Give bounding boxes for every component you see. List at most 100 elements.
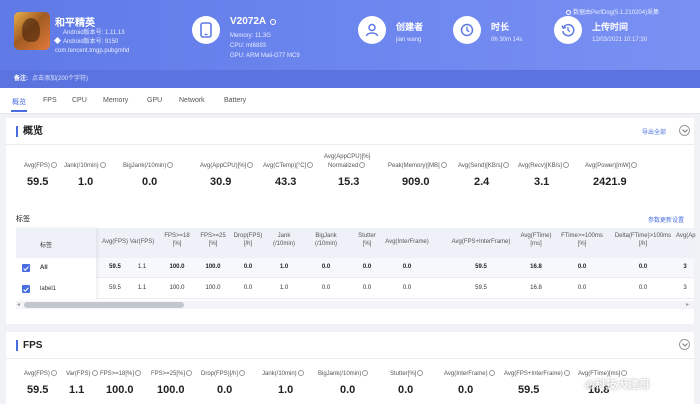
app-icon [14, 12, 50, 50]
table-row[interactable]: 59.5 1.1 100.0 100.0 0.0 1.0 0.0 0.0 0.0… [16, 279, 694, 299]
labels-settings-link[interactable]: 参数更新设置 [648, 218, 685, 224]
labels-title: 标签 [16, 216, 30, 223]
creator-value: jian wang [396, 37, 422, 43]
collapse-icon[interactable] [679, 125, 690, 136]
help-icon[interactable] [186, 370, 193, 376]
table-row[interactable]: 59.5 1.1 100.0 100.0 0.0 1.0 0.0 0.0 0.0… [16, 258, 694, 278]
column-header[interactable]: Var(FPS) [129, 239, 155, 245]
help-icon[interactable] [631, 162, 638, 168]
help-icon[interactable] [239, 370, 246, 376]
help-icon[interactable] [307, 162, 314, 168]
fps-metric-label: FPS>=18[%] [100, 370, 142, 377]
column-header[interactable]: FPS>=25 [%] [200, 233, 226, 247]
note-placeholder[interactable]: 点击添加(200个字符) [32, 76, 89, 82]
help-icon[interactable] [135, 370, 142, 376]
help-icon[interactable] [99, 162, 106, 168]
help-icon[interactable] [621, 370, 628, 376]
duration-title: 时长 [491, 22, 510, 32]
metric-value: 0.0 [142, 176, 158, 188]
column-header[interactable]: FTime>=100ms [%] [561, 233, 603, 247]
metric-value: 1.0 [78, 176, 94, 188]
help-icon[interactable] [50, 370, 57, 376]
column-header[interactable]: Avg(FPS+InterFrame) [451, 239, 511, 245]
metric-label: Avg(Power)[mW] [585, 162, 638, 169]
metric-label: Jank(/10min) [64, 162, 106, 169]
phone-icon [192, 16, 220, 44]
tab-battery[interactable]: Battery [224, 97, 247, 104]
tab-cpu[interactable]: CPU [72, 97, 87, 104]
metric-label: Peak(Memory)[MB] [388, 162, 447, 169]
weibo-icon [572, 379, 582, 389]
metric-value: 3.1 [534, 176, 550, 188]
metric-label: Avg(CTemp)[°C] [263, 162, 314, 169]
upload-title: 上传时间 [592, 22, 629, 32]
column-header[interactable]: Stutter [%] [358, 233, 376, 247]
help-icon[interactable] [359, 162, 366, 168]
creator-title: 创建者 [396, 22, 424, 32]
help-icon[interactable] [563, 370, 570, 376]
help-icon[interactable] [503, 162, 510, 168]
app-name: 和平精英 [55, 18, 95, 29]
checkbox-all[interactable] [22, 264, 30, 272]
column-header[interactable]: Jank (/10min) [272, 233, 295, 247]
export-all-link[interactable]: 导出全部 [642, 130, 667, 136]
tab-gpu[interactable]: GPU [147, 97, 163, 104]
fps-metric-value: 0.0 [217, 384, 233, 396]
checkbox-label1[interactable] [22, 285, 30, 293]
tab-network[interactable]: Network [179, 97, 205, 104]
row-label-all: All [40, 265, 48, 271]
column-header[interactable]: Avg(FTime) [ms] [520, 233, 552, 247]
column-header[interactable]: Avg(InterFrame) [385, 239, 429, 245]
help-icon[interactable] [91, 370, 98, 376]
help-icon[interactable] [440, 162, 447, 168]
note-bar[interactable]: 备注: 点击添加(200个字符) [0, 70, 700, 88]
metric-value: 43.3 [275, 176, 297, 188]
help-icon[interactable] [297, 370, 304, 376]
scroll-right-icon[interactable]: ▸ [686, 302, 690, 308]
table-scrollbar[interactable]: ◂ ▸ [16, 301, 694, 309]
watermark: @科技犬建哥 [572, 376, 650, 392]
metric-value: 909.0 [402, 176, 430, 188]
column-header[interactable]: Avg(FPS) [102, 239, 128, 245]
scroll-left-icon[interactable]: ◂ [17, 302, 21, 308]
help-icon[interactable] [167, 162, 174, 168]
collapse-icon[interactable] [679, 339, 690, 350]
divider [6, 144, 694, 145]
label-column: 标签 All label1 [16, 228, 96, 299]
tab-overview[interactable]: 概览 [11, 99, 27, 112]
help-icon[interactable] [417, 370, 424, 376]
tab-bar: 概览 FPS CPU Memory GPU Network Battery [0, 88, 700, 114]
scroll-thumb[interactable] [24, 302, 184, 308]
help-icon[interactable] [488, 370, 495, 376]
fps-metric-label: Drop(FPS)[/h] [201, 370, 246, 377]
metric-label: Avg(Recv)[KB/s] [518, 162, 569, 169]
device-meta: Memory: 11.3G CPU: mt6893 GPU: ARM Mali-… [230, 33, 300, 59]
column-header[interactable]: Drop(FPS) [/h] [233, 233, 263, 247]
column-header[interactable]: Avg(Ap [676, 233, 696, 239]
metric-label: Avg(FPS) [24, 162, 57, 169]
table-header: Avg(FPS) Var(FPS) FPS>=18 [%] FPS>=25 [%] … [16, 228, 696, 258]
metric-label: BigJank(/10min) [123, 162, 174, 169]
fps-metric-label: Stutter[%] [390, 370, 424, 377]
fps-metric-value: 100.0 [106, 384, 134, 396]
column-header[interactable]: BigJank (/10min) [314, 233, 337, 247]
label-column-header: 标签 [40, 243, 53, 249]
fps-metric-value: 0.0 [398, 384, 414, 396]
app-meta: Android版本号: 1.11.13 Android版本号: 9150 com… [53, 30, 130, 54]
fps-card: FPS Avg(FPS) 59.5 Var(FPS) 1.1 FPS>=18[%… [6, 332, 694, 404]
tab-memory[interactable]: Memory [103, 97, 129, 104]
help-icon[interactable] [247, 162, 254, 168]
metric-label: Avg(Send)[KB/s] [458, 162, 510, 169]
fps-metric-value: 59.5 [27, 384, 49, 396]
help-icon[interactable] [362, 370, 369, 376]
column-header[interactable]: Delta(FTime)>100ms [/h] [614, 233, 672, 247]
column-header[interactable]: FPS>=18 [%] [164, 233, 190, 247]
metric-value: 2421.9 [593, 176, 627, 188]
info-icon[interactable] [269, 19, 276, 25]
help-icon[interactable] [50, 162, 57, 168]
tab-fps[interactable]: FPS [43, 97, 57, 104]
help-icon[interactable] [562, 162, 569, 168]
fps-metric-value: 16.8 [588, 384, 610, 396]
clock-icon [453, 16, 481, 44]
duration-value: 0h 30m 14s [491, 37, 523, 43]
